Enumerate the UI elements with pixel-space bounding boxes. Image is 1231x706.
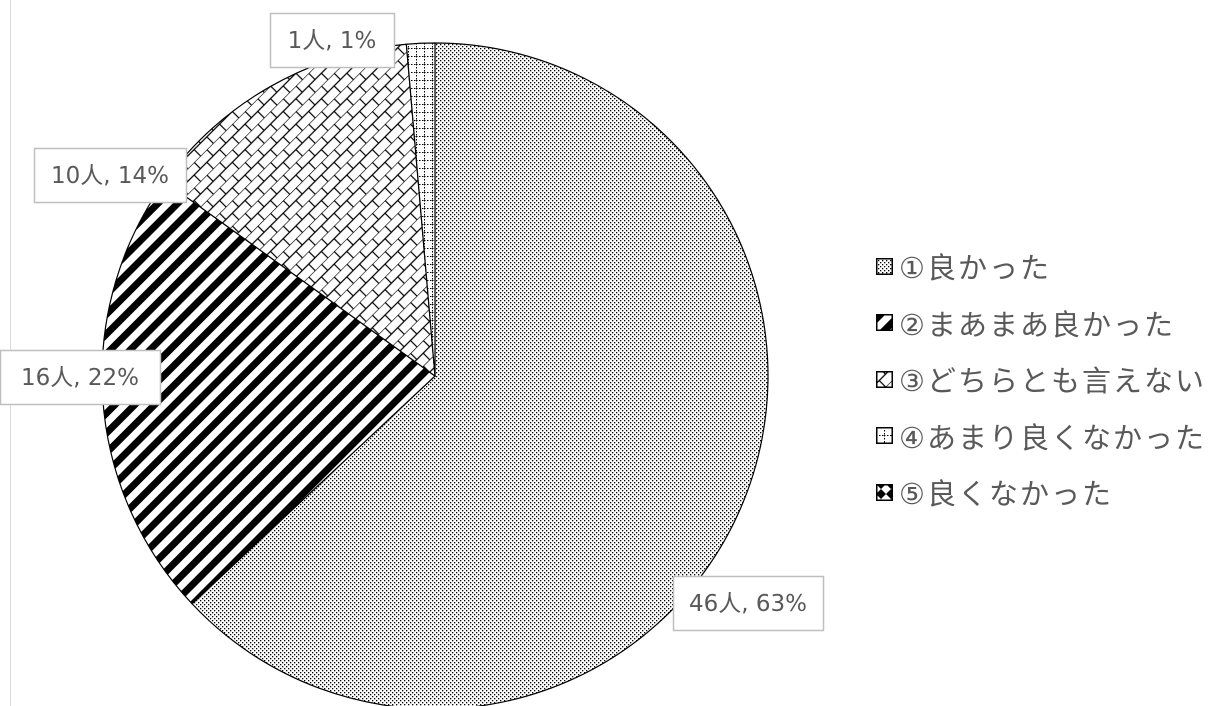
legend-item: ①良かった xyxy=(876,238,1226,295)
legend-label: ①良かった xyxy=(899,251,1051,286)
legend-swatch xyxy=(876,370,893,388)
pie-slices xyxy=(101,42,769,706)
legend-swatch xyxy=(876,427,893,445)
chart-legend: ①良かった ②まあまあ良かった ③どちらとも言えない ④あまり良くなかった ⑤良くなかっ… xyxy=(876,238,1226,521)
legend-item: ⑤良くなかった xyxy=(876,464,1226,521)
data-label-text: 16人, 22% xyxy=(21,365,139,391)
data-label: 1人, 1% xyxy=(269,12,396,69)
data-label: 16人, 22% xyxy=(0,349,162,406)
data-label-text: 46人, 63% xyxy=(689,591,807,617)
data-label-text: 10人, 14% xyxy=(51,163,169,189)
legend-label: ④あまり良くなかった xyxy=(899,420,1206,455)
legend-label: ③どちらとも言えない xyxy=(899,364,1206,399)
legend-item: ③どちらとも言えない xyxy=(876,351,1226,408)
data-label: 46人, 63% xyxy=(672,575,825,632)
data-label: 10人, 14% xyxy=(33,147,188,204)
data-labels: 46人, 63% 16人, 22% 10人, 14% 1人, 1% xyxy=(0,12,825,632)
pie-slice xyxy=(405,42,436,377)
legend-label: ②まあまあ良かった xyxy=(899,307,1175,342)
legend-item: ④あまり良くなかった xyxy=(876,408,1226,465)
pie-slice xyxy=(191,42,769,706)
legend-swatch xyxy=(876,483,893,501)
legend-item: ②まあまあ良かった xyxy=(876,295,1226,352)
legend-swatch xyxy=(876,257,893,275)
legend-swatch xyxy=(876,314,893,332)
data-label-text: 1人, 1% xyxy=(288,28,377,54)
legend-label: ⑤良くなかった xyxy=(899,477,1113,512)
